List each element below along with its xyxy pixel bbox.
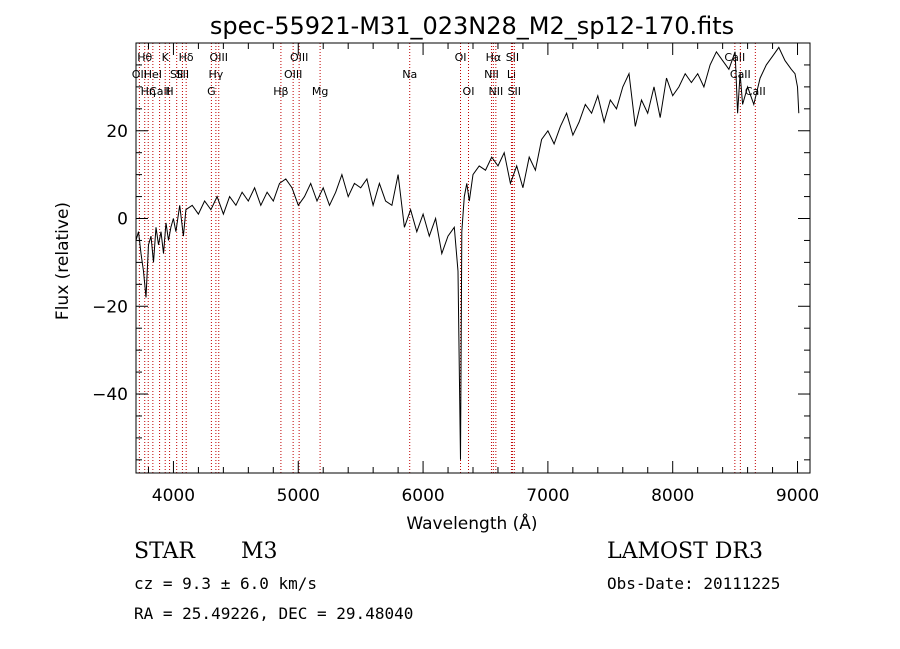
- y-tick-label-3: 20: [106, 122, 128, 142]
- redshift-text: cz = 9.3 ± 6.0 km/s: [134, 574, 318, 593]
- object-class: STAR: [134, 539, 195, 564]
- x-axis-label: Wavelength (Å): [406, 512, 537, 534]
- line-label-19: OI: [463, 85, 475, 98]
- obs-date: Obs-Date: 20111225: [607, 574, 781, 593]
- line-label-16: Mg: [312, 85, 328, 98]
- spectrum-line: [135, 46, 800, 460]
- line-label-18: OI: [455, 51, 467, 64]
- line-label-15: OIII: [290, 51, 308, 64]
- line-label-22: NII: [488, 85, 503, 98]
- x-tick-label-3: 7000: [526, 486, 569, 506]
- line-label-14: OIII: [284, 68, 302, 81]
- survey-name: LAMOST DR3: [607, 539, 763, 564]
- plot-frame: [135, 42, 811, 474]
- coordinates: RA = 25.49226, DEC = 29.48040: [134, 604, 414, 623]
- line-label-7: SII: [170, 68, 183, 81]
- line-label-2: Hη: [141, 85, 156, 98]
- spectrum-series: [135, 46, 800, 460]
- line-label-1: Hθ: [137, 51, 152, 64]
- line-label-23: Li: [507, 68, 516, 81]
- line-label-21: Hα: [486, 51, 502, 64]
- line-label-11: Hγ: [208, 68, 223, 81]
- y-tick-label-1: −20: [92, 297, 128, 317]
- line-label-20: NII: [484, 68, 499, 81]
- line-label-5: K: [162, 51, 170, 64]
- line-label-6: H: [165, 85, 173, 98]
- x-tick-label-1: 5000: [277, 486, 320, 506]
- x-tick-label-0: 4000: [152, 486, 195, 506]
- chart-title: spec-55921-M31_023N28_M2_sp12-170.fits: [210, 12, 734, 40]
- axis-ticks: 4000 5000 6000 7000 8000 9000 −40 −20 0 20: [92, 43, 819, 506]
- line-label-17: Na: [402, 68, 417, 81]
- line-label-12: OIII: [210, 51, 228, 64]
- y-tick-label-2: 0: [117, 210, 128, 230]
- x-tick-label-5: 9000: [776, 486, 819, 506]
- line-label-9: Hδ: [179, 51, 194, 64]
- line-label-10: G: [207, 85, 216, 98]
- line-label-25: SII: [508, 85, 521, 98]
- y-tick-label-0: −40: [92, 385, 128, 405]
- line-label-3: HeI: [144, 68, 162, 81]
- x-tick-label-2: 6000: [401, 486, 444, 506]
- x-tick-label-4: 8000: [651, 486, 694, 506]
- object-subclass: M3: [241, 539, 278, 564]
- line-label-8: SII: [176, 68, 189, 81]
- line-label-24: SII: [506, 51, 519, 64]
- line-markers: OIIHθHηHeICaIIKHSIISIIHδGHγOIIIHβOIIIOII…: [132, 43, 766, 473]
- line-label-13: Hβ: [273, 85, 288, 98]
- y-axis-label: Flux (relative): [53, 202, 73, 320]
